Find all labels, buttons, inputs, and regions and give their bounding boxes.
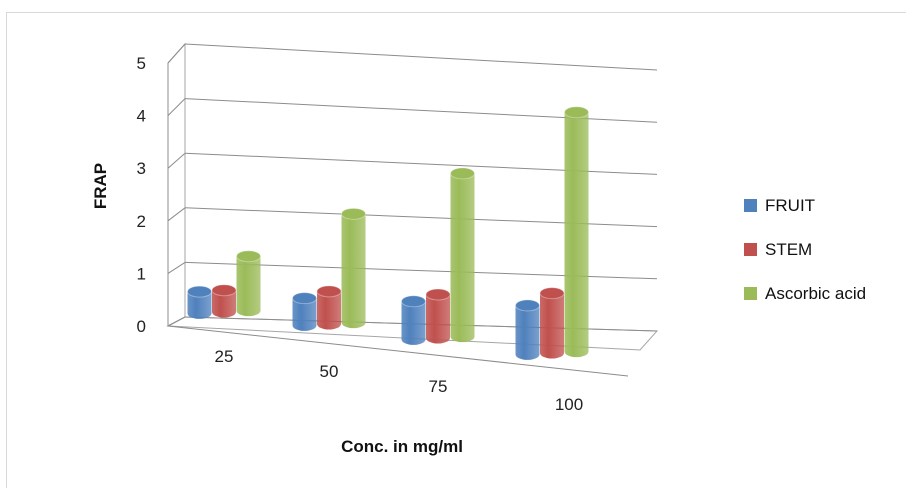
legend-label: FRUIT: [765, 196, 815, 215]
bar: [539, 287, 565, 359]
bar-body: [187, 291, 212, 319]
y-tick-label: 0: [137, 317, 146, 336]
side-gridline: [167, 152, 186, 169]
bar-top: [450, 167, 475, 180]
bar-body: [292, 298, 317, 331]
bar: [292, 292, 317, 331]
y-tick-labels: 0 1 2 3 4 5: [137, 54, 146, 336]
gridline: [184, 43, 658, 71]
bars: [187, 106, 589, 360]
bar: [515, 299, 540, 360]
legend-swatch: [744, 199, 757, 212]
x-tick-label: 75: [429, 377, 448, 396]
x-tick-label: 100: [555, 395, 583, 414]
bar: [211, 284, 237, 318]
side-wall: [167, 42, 186, 327]
bar-body: [401, 301, 426, 345]
y-axis-title: FRAP: [91, 163, 110, 209]
bar-top: [292, 292, 317, 305]
y-tick-label: 5: [137, 54, 146, 73]
bar-body: [540, 293, 564, 359]
bar-body: [317, 291, 341, 330]
x-axis-line: [167, 325, 629, 377]
x-tick-label: 25: [215, 347, 234, 366]
bar-top: [316, 285, 342, 298]
side-gridline: [167, 261, 186, 274]
bar-body: [212, 290, 236, 318]
bar-top: [187, 285, 212, 298]
legend-label: Ascorbic acid: [765, 284, 866, 303]
chart-frame: [6, 12, 906, 488]
bar: [187, 285, 212, 319]
bar-top: [539, 287, 565, 300]
legend-swatch: [744, 243, 757, 256]
bar: [316, 285, 342, 330]
bar-top: [341, 207, 366, 220]
bar-body: [450, 173, 475, 343]
bar: [236, 250, 261, 317]
legend-item: FRUIT: [744, 196, 815, 215]
x-tick-labels: 25 50 75 100: [215, 347, 584, 414]
bar-body: [426, 294, 450, 344]
legend-label: STEM: [765, 240, 812, 259]
bar-top: [515, 299, 540, 312]
bar-top: [401, 295, 426, 308]
bar: [450, 167, 475, 343]
x-tick-label: 50: [320, 362, 339, 381]
bar-body: [515, 305, 540, 360]
side-gridline: [167, 207, 186, 222]
bar-body: [236, 256, 261, 317]
legend-item: STEM: [744, 240, 812, 259]
side-gridline: [167, 316, 186, 327]
bar-body: [564, 112, 589, 358]
bar-top: [425, 288, 451, 301]
y-tick-label: 1: [137, 264, 146, 283]
bar: [564, 106, 589, 358]
y-tick-label: 4: [137, 107, 146, 126]
bar: [425, 288, 451, 344]
y-tick-label: 2: [137, 212, 146, 231]
bar-top: [211, 284, 237, 297]
x-axis-title: Conc. in mg/ml: [341, 437, 463, 456]
y-tick-label: 3: [137, 159, 146, 178]
legend: FRUIT STEM Ascorbic acid: [744, 196, 866, 303]
bar-body: [341, 213, 366, 329]
side-gridline: [167, 98, 186, 116]
bar: [341, 207, 366, 329]
bar: [401, 295, 426, 345]
side-gridline: [167, 43, 186, 64]
legend-item: Ascorbic acid: [744, 284, 866, 303]
legend-swatch: [744, 287, 757, 300]
bar-top: [236, 250, 261, 263]
bar-top: [564, 106, 589, 119]
